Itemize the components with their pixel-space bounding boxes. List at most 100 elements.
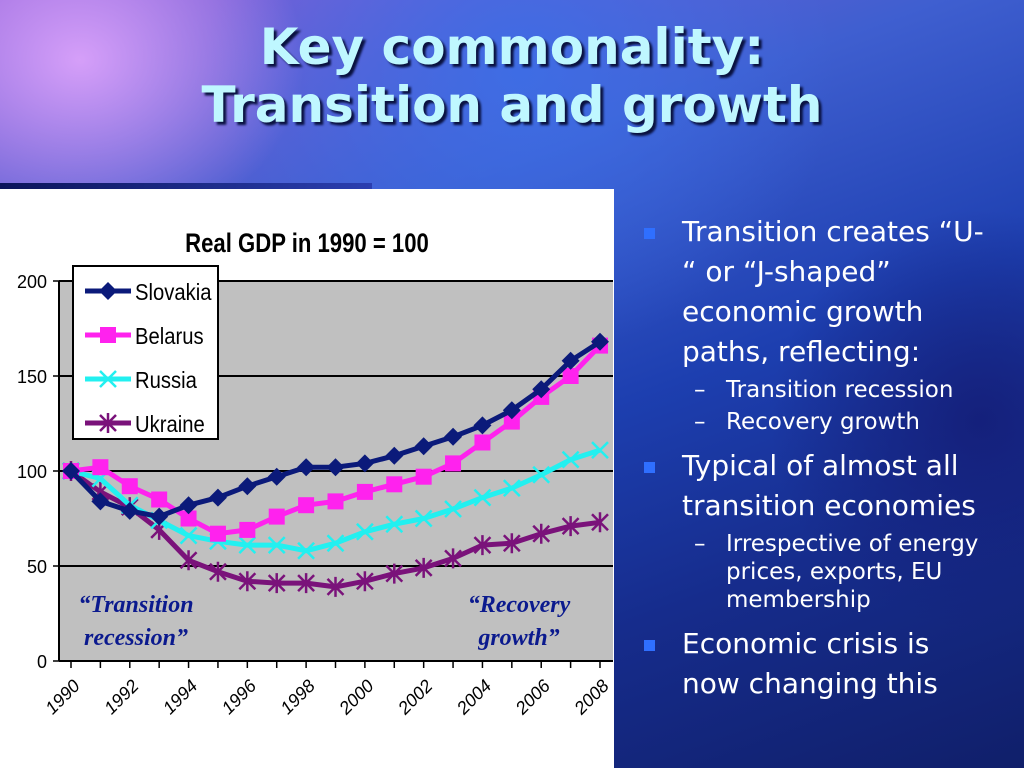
data-point-belarus <box>474 434 491 451</box>
data-point-russia <box>385 515 404 534</box>
x-tick-label: 2002 <box>393 676 436 719</box>
square-bullet-icon <box>644 462 655 473</box>
x-tick-label: 2006 <box>511 675 555 719</box>
data-point-slovakia <box>297 458 316 477</box>
data-point-ukraine <box>561 516 580 537</box>
x-tick-label: 1990 <box>41 676 83 718</box>
dash-bullet-icon: – <box>694 377 706 403</box>
x-tick-label: 1994 <box>159 676 201 718</box>
data-point-ukraine <box>502 533 521 554</box>
data-point-belarus <box>562 368 579 384</box>
y-tick-label: 100 <box>17 462 47 482</box>
data-point-slovakia <box>385 446 404 465</box>
dash-bullet-icon: – <box>694 409 706 435</box>
chart-title: Real GDP in 1990 = 100 <box>185 229 429 259</box>
data-point-slovakia <box>179 496 198 515</box>
title-line-2: Transition and growth <box>201 76 823 134</box>
data-point-slovakia <box>62 462 80 480</box>
legend-marker-slovakia <box>99 282 117 300</box>
data-point-slovakia <box>326 458 345 477</box>
data-point-belarus <box>415 468 432 485</box>
chart-panel: Real GDP in 1990 = 100 0 50 100 150 200 1990 1… <box>0 189 614 768</box>
data-point-belarus <box>268 508 285 525</box>
data-point-slovakia <box>120 501 139 520</box>
data-point-ukraine <box>444 548 462 569</box>
data-point-ukraine <box>326 576 345 597</box>
data-point-russia <box>238 536 257 554</box>
data-point-slovakia <box>444 427 463 446</box>
data-point-slovakia <box>355 454 374 473</box>
data-point-russia <box>267 536 286 554</box>
data-point-russia <box>502 479 521 497</box>
data-point-belarus <box>327 493 344 510</box>
data-point-ukraine <box>591 512 609 533</box>
x-tick-label: 2000 <box>335 676 378 719</box>
data-point-ukraine <box>209 561 227 582</box>
data-point-belarus <box>180 510 197 527</box>
square-bullet-icon <box>644 228 655 239</box>
data-point-russia <box>444 500 462 518</box>
data-point-belarus <box>151 491 168 508</box>
data-point-ukraine <box>385 563 404 584</box>
legend-label-ukraine: Ukraine <box>135 411 205 438</box>
y-tick-label: 0 <box>37 652 47 672</box>
x-tick-label: 1996 <box>218 675 261 718</box>
bullet-2: Typical of almost all transition economi… <box>642 446 1014 526</box>
data-point-ukraine <box>297 573 315 594</box>
data-point-belarus <box>356 483 373 500</box>
data-point-slovakia <box>561 351 580 370</box>
data-point-russia <box>356 522 374 541</box>
data-point-slovakia <box>267 467 286 486</box>
data-point-slovakia <box>238 477 257 496</box>
data-point-ukraine <box>356 571 374 592</box>
data-point-belarus <box>92 459 109 476</box>
title-underline <box>0 183 372 189</box>
data-point-ukraine <box>414 557 433 578</box>
data-point-belarus <box>239 521 256 538</box>
annotation-transition-line2: recession” <box>84 625 188 651</box>
sub-bullet-recovery-growth: – Recovery growth <box>694 409 920 435</box>
square-bullet-icon <box>644 640 655 651</box>
data-point-russia <box>532 465 551 484</box>
annotation-transition-line1: “Transition <box>78 592 193 618</box>
sub-bullet-transition-recession: – Transition recession <box>694 377 954 403</box>
legend-marker-belarus <box>100 327 116 343</box>
data-point-belarus <box>445 455 462 472</box>
annotation-recovery-line2: growth” <box>477 625 559 651</box>
bullet-3: Economic crisis is now changing this <box>642 624 1014 704</box>
legend-label-slovakia: Slovakia <box>135 279 212 306</box>
data-point-ukraine <box>238 571 257 592</box>
data-point-slovakia <box>414 437 433 456</box>
slide-title: Key commonality: Transition and growth <box>0 18 1024 134</box>
data-point-belarus <box>121 478 138 495</box>
data-point-belarus <box>298 497 315 514</box>
data-point-russia <box>179 526 198 545</box>
data-point-ukraine <box>473 535 492 556</box>
data-point-slovakia <box>502 401 521 420</box>
y-tick-label: 200 <box>17 272 47 292</box>
data-point-belarus <box>386 476 403 493</box>
bullet-1: Transition creates “U- “ or “J-shaped” e… <box>642 212 1014 372</box>
data-point-ukraine <box>532 523 551 544</box>
legend-marker-ukraine <box>99 413 117 433</box>
data-point-russia <box>297 541 315 560</box>
data-point-slovakia <box>473 416 492 435</box>
sub-bullet-irrespective: – Irrespective of energy prices, exports… <box>694 531 979 613</box>
y-tick-label: 150 <box>17 367 47 387</box>
y-tick-label: 50 <box>27 557 47 577</box>
legend-marker-russia <box>99 370 117 388</box>
legend-label-russia: Russia <box>135 367 198 394</box>
legend <box>72 265 219 440</box>
gdp-line-chart: Real GDP in 1990 = 100 0 50 100 150 200 1990 1… <box>17 229 613 719</box>
data-point-ukraine <box>179 550 198 571</box>
data-point-slovakia <box>91 492 110 511</box>
data-point-belarus <box>209 525 226 542</box>
x-tick-label: 2004 <box>452 676 495 719</box>
data-point-slovakia <box>532 380 551 399</box>
data-point-russia <box>591 441 609 459</box>
data-point-ukraine <box>267 573 286 594</box>
dash-bullet-icon: – <box>694 531 706 557</box>
data-point-russia <box>473 488 492 507</box>
title-line-1: Key commonality: <box>259 18 765 76</box>
data-point-russia <box>326 534 345 553</box>
